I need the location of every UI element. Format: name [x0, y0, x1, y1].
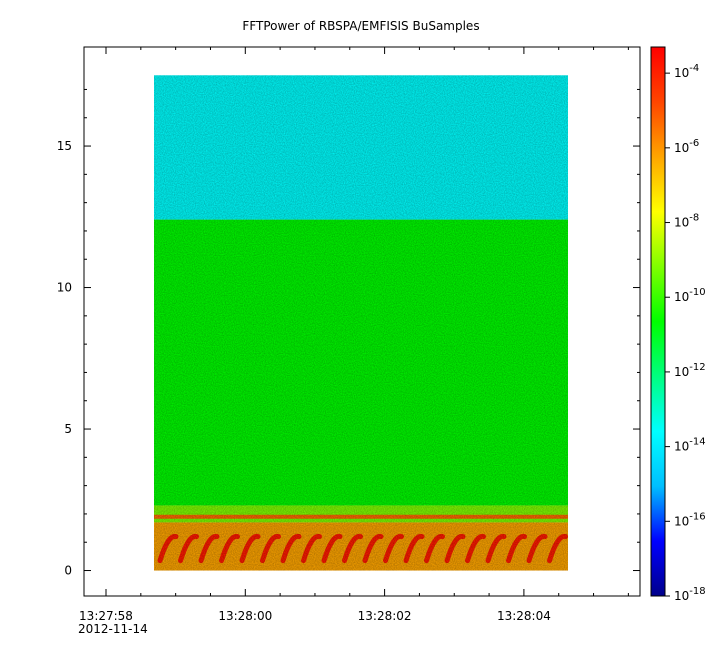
y-tick-label: 15 — [57, 139, 72, 153]
x-axis: 13:27:58 13:28:00 13:28:02 13:28:04 — [79, 47, 629, 623]
y-tick-label: 10 — [57, 281, 72, 295]
colorbar-tick-label: 10-16 — [674, 511, 706, 528]
colorbar-tick-label: 10-14 — [674, 437, 706, 454]
chart-title: FFTPower of RBSPA/EMFISIS BuSamples — [242, 19, 479, 33]
x-tick-label: 13:28:04 — [497, 609, 551, 623]
spectrogram-image — [154, 75, 568, 571]
colorbar-tick-label: 10-6 — [674, 138, 699, 155]
spectrogram-noise — [154, 75, 568, 571]
y-tick-label: 5 — [64, 422, 72, 436]
colorbar-tick-label: 10-8 — [674, 213, 699, 230]
colorbar-tick-label: 10-10 — [674, 287, 706, 304]
colorbar — [650, 46, 666, 597]
y-axis: 0 5 10 15 — [57, 88, 640, 578]
x-date-label: 2012-11-14 — [78, 622, 148, 636]
colorbar-tick-label: 10-4 — [674, 63, 699, 80]
colorbar-ticks: 10-4 10-6 10-8 10-10 10-12 10-14 10-16 10-18 — [665, 63, 706, 603]
colorbar-tick-label: 10-12 — [674, 362, 706, 379]
x-tick-label: 13:28:02 — [358, 609, 412, 623]
x-tick-label: 13:27:58 — [79, 609, 133, 623]
colorbar-tick-label: 10-18 — [674, 586, 706, 603]
x-tick-label: 13:28:00 — [218, 609, 272, 623]
y-tick-label: 0 — [64, 564, 72, 578]
